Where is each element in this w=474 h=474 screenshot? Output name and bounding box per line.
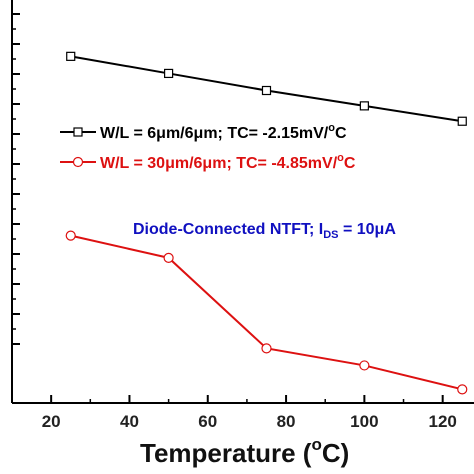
legend-label-1: W/L = 6μm/6μm; TC= -2.15mV/oC [100, 122, 347, 142]
data-point-square [164, 68, 174, 79]
x-tick-labels: 20 40 60 80 100 120 [42, 412, 457, 431]
x-tick-label: 20 [42, 412, 61, 431]
x-ticks [50, 395, 444, 403]
data-point-square [66, 51, 76, 61]
x-tick-label: 40 [120, 412, 139, 431]
data-point-circle [359, 360, 370, 371]
data-point-circle [65, 230, 76, 241]
legend-entry-1: W/L = 6μm/6μm; TC= -2.15mV/oC [60, 122, 347, 142]
legend-circle-marker [72, 156, 84, 168]
legend-square-marker [73, 127, 83, 137]
x-tick-label: 60 [198, 412, 217, 431]
y-ticks [12, 13, 20, 345]
legend-label-2: W/L = 30μm/6μm; TC= -4.85mV/oC [100, 152, 356, 172]
data-point-square [359, 101, 369, 111]
x-tick-label: 80 [277, 412, 296, 431]
data-point-circle [163, 252, 174, 263]
series-line-2 [70, 234, 463, 391]
x-tick-label: 100 [350, 412, 378, 431]
legend: W/L = 6μm/6μm; TC= -2.15mV/oC W/L = 30μm… [60, 122, 356, 172]
data-point-circle [457, 384, 468, 395]
plot-frame [11, 0, 474, 404]
data-point-circle [261, 343, 272, 354]
data-point-square [457, 116, 467, 126]
legend-entry-2: W/L = 30μm/6μm; TC= -4.85mV/oC [60, 152, 356, 172]
annotation-text: Diode-Connected NTFT; IDS = 10μA [133, 221, 396, 241]
x-tick-label: 120 [428, 412, 456, 431]
data-point-square [261, 85, 272, 96]
series-layer [65, 51, 468, 395]
x-axis-title: Temperature (oC) [140, 435, 349, 468]
